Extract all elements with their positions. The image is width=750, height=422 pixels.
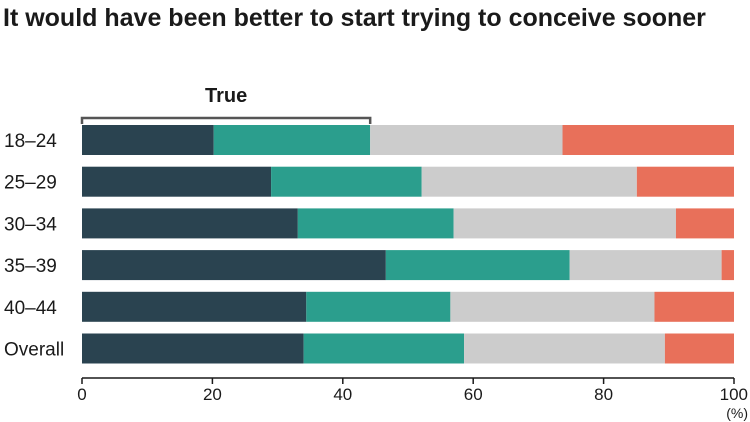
- x-unit-label: (%): [726, 405, 748, 421]
- bar-segment-1-row-5: [82, 291, 307, 322]
- bar-segment-4-row-2: [636, 166, 734, 197]
- bar-segment-3-row-3: [453, 208, 676, 239]
- bar-segment-2-row-1: [213, 125, 371, 155]
- bar-segment-3-row-4: [569, 250, 722, 281]
- bar-segment-2-row-6: [303, 333, 465, 364]
- bar-segment-1-row-1: [82, 125, 214, 155]
- bar-segment-4-row-5: [654, 291, 734, 322]
- x-tick-label: 40: [333, 385, 352, 404]
- true-bracket-line: [80, 116, 372, 124]
- bar-segment-3-row-5: [450, 291, 655, 322]
- bar-segment-2-row-3: [297, 208, 454, 239]
- category-labels: 18–24 25–29 30–34 35–39 40–44 Overall: [4, 131, 64, 361]
- bar-segment-4-row-6: [664, 333, 734, 364]
- category-label: 35–39: [4, 256, 57, 277]
- x-tick-label: 100: [720, 385, 748, 404]
- bar-segment-1-row-3: [82, 208, 298, 239]
- bar-segment-3-row-2: [421, 166, 637, 197]
- category-label: 30–34: [4, 214, 57, 235]
- x-tick-label: 20: [203, 385, 222, 404]
- x-tick-label: 0: [77, 385, 86, 404]
- bar-segment-1-row-6: [82, 333, 304, 364]
- category-label: Overall: [4, 340, 64, 361]
- bar-segment-3-row-6: [464, 333, 665, 364]
- x-tick-label: 80: [594, 385, 613, 404]
- x-axis: 0 20 40 60 80 100(%): [77, 377, 748, 421]
- chart-title: It would have been better to start tryin…: [3, 4, 706, 32]
- bar-segment-3-row-1: [370, 125, 563, 155]
- bars-layer: [82, 125, 734, 364]
- bar-segment-1-row-2: [82, 166, 272, 197]
- bar-segment-2-row-4: [385, 250, 570, 281]
- bar-segment-4-row-1: [562, 125, 734, 155]
- category-label: 25–29: [4, 173, 57, 194]
- bar-segment-4-row-4: [721, 250, 734, 281]
- x-tick-label: 60: [464, 385, 483, 404]
- bar-segment-2-row-5: [306, 291, 451, 322]
- category-label: 40–44: [4, 298, 57, 319]
- bar-segment-4-row-3: [675, 208, 734, 239]
- category-label: 18–24: [4, 131, 57, 152]
- bar-segment-2-row-2: [271, 166, 422, 197]
- bar-segment-1-row-4: [82, 250, 386, 281]
- true-bracket-label: True: [205, 85, 247, 107]
- true-bracket: True: [80, 85, 372, 124]
